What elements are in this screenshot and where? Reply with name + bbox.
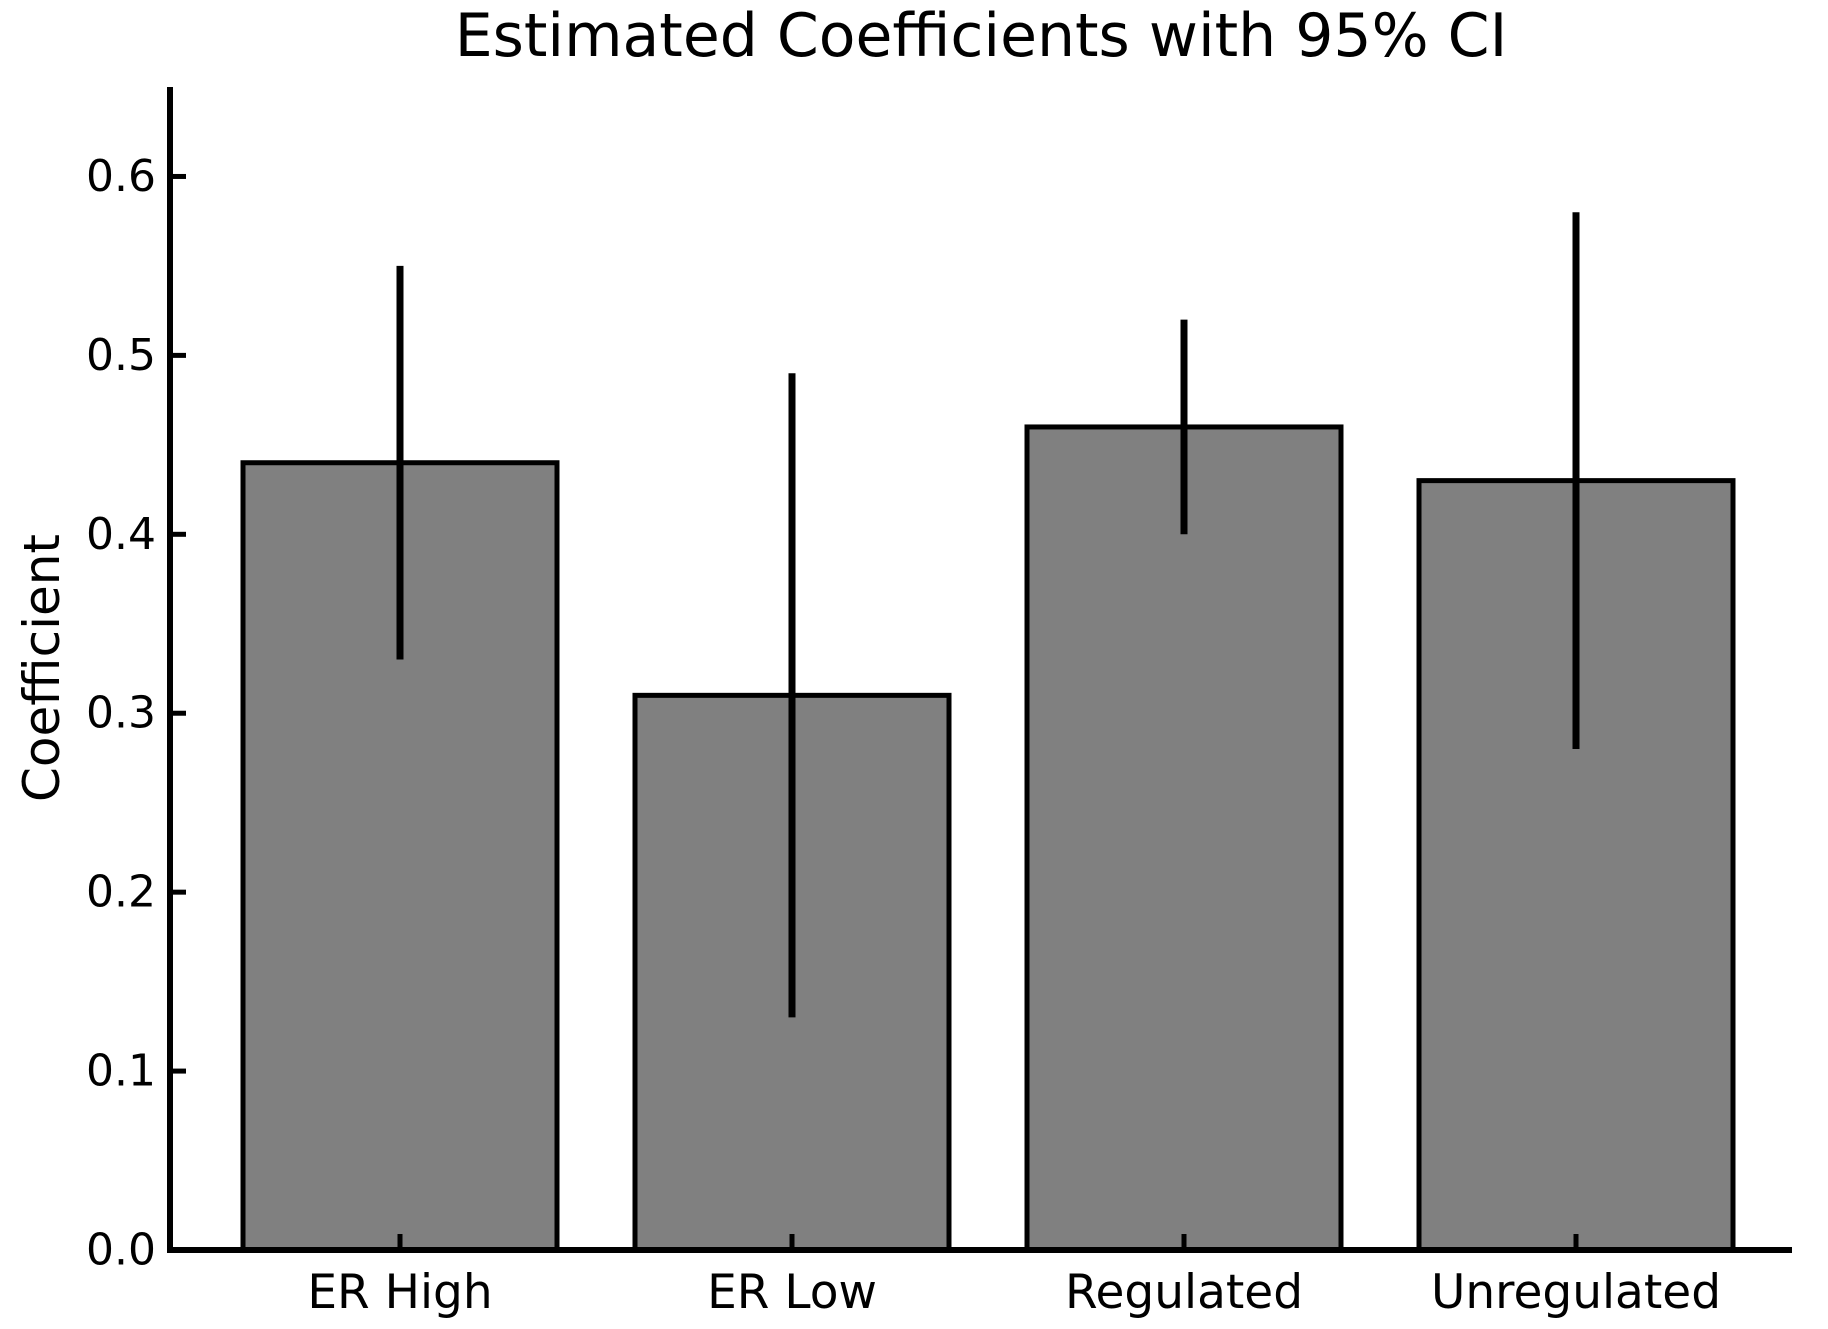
y-tick-label-0-6: 0.6 xyxy=(86,151,156,202)
y-tick-label-0-2: 0.2 xyxy=(86,867,156,918)
chart-title: Estimated Coefficients with 95% CI xyxy=(454,1,1508,71)
y-tick-label-0-4: 0.4 xyxy=(86,509,156,560)
y-tick-label-0-0: 0.0 xyxy=(86,1225,156,1276)
x-tick-label-unregulated: Unregulated xyxy=(1431,1265,1721,1320)
bar-regulated xyxy=(1024,424,1344,1253)
x-tick-label-er-low: ER Low xyxy=(707,1265,877,1320)
x-tick-label-er-high: ER High xyxy=(307,1265,492,1320)
y-tick-label-0-1: 0.1 xyxy=(86,1046,156,1097)
y-tick-label-0-5: 0.5 xyxy=(86,330,156,381)
y-tick-label-0-3: 0.3 xyxy=(86,688,156,739)
x-tick-label-regulated: Regulated xyxy=(1065,1265,1303,1320)
